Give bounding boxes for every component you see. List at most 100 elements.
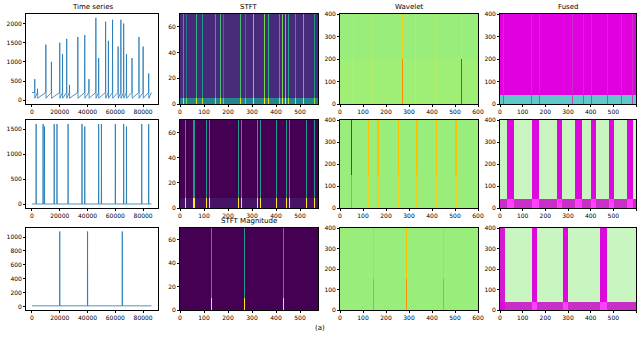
svg-text:100: 100	[484, 286, 496, 293]
svg-text:500: 500	[10, 77, 22, 84]
svg-text:STFT Magnitude: STFT Magnitude	[221, 217, 277, 225]
svg-text:0: 0	[178, 314, 182, 321]
svg-text:60: 60	[168, 236, 176, 243]
svg-text:200: 200	[484, 160, 496, 167]
svg-text:100: 100	[517, 212, 529, 219]
svg-text:100: 100	[517, 108, 529, 115]
svg-text:0: 0	[172, 306, 176, 313]
svg-text:400: 400	[324, 224, 336, 231]
svg-text:1500: 1500	[7, 125, 22, 132]
svg-text:500: 500	[10, 175, 22, 182]
svg-text:400: 400	[270, 314, 282, 321]
svg-text:400: 400	[484, 116, 496, 123]
svg-text:200: 200	[324, 160, 336, 167]
svg-text:400: 400	[484, 224, 496, 231]
svg-text:300: 300	[562, 212, 574, 219]
svg-text:400: 400	[10, 275, 22, 282]
svg-text:200: 200	[540, 108, 552, 115]
svg-text:0: 0	[18, 303, 22, 310]
svg-text:1500: 1500	[7, 39, 22, 46]
svg-text:0: 0	[30, 108, 34, 115]
svg-text:300: 300	[324, 33, 336, 40]
svg-text:40: 40	[168, 154, 176, 161]
svg-text:0: 0	[178, 108, 182, 115]
svg-text:200: 200	[222, 212, 234, 219]
svg-text:300: 300	[562, 108, 574, 115]
svg-text:100: 100	[517, 314, 529, 321]
svg-text:0: 0	[338, 108, 342, 115]
svg-text:300: 300	[484, 245, 496, 252]
svg-text:STFT: STFT	[240, 3, 258, 11]
svg-text:300: 300	[246, 314, 258, 321]
svg-text:0: 0	[338, 212, 342, 219]
svg-text:500: 500	[294, 314, 306, 321]
svg-text:400: 400	[585, 108, 597, 115]
svg-text:60000: 60000	[106, 108, 125, 115]
svg-text:40000: 40000	[78, 314, 97, 321]
svg-text:2000: 2000	[7, 20, 22, 27]
svg-text:400: 400	[324, 10, 336, 17]
svg-text:20000: 20000	[50, 212, 69, 219]
svg-text:500: 500	[608, 314, 620, 321]
svg-text:0: 0	[498, 108, 502, 115]
svg-text:100: 100	[324, 78, 336, 85]
svg-text:200: 200	[540, 314, 552, 321]
svg-text:200: 200	[10, 289, 22, 296]
svg-text:200: 200	[222, 314, 234, 321]
svg-text:300: 300	[484, 138, 496, 145]
svg-text:0: 0	[172, 204, 176, 211]
svg-text:600: 600	[472, 108, 484, 115]
svg-text:500: 500	[608, 108, 620, 115]
svg-text:1000: 1000	[7, 233, 22, 240]
svg-text:0: 0	[18, 96, 22, 103]
svg-text:20000: 20000	[50, 314, 69, 321]
svg-text:500: 500	[449, 108, 461, 115]
svg-text:400: 400	[426, 212, 438, 219]
svg-text:0: 0	[332, 306, 336, 313]
svg-text:400: 400	[270, 212, 282, 219]
svg-text:60: 60	[168, 23, 176, 30]
svg-text:0: 0	[18, 200, 22, 207]
svg-text:400: 400	[585, 314, 597, 321]
svg-text:0: 0	[30, 314, 34, 321]
svg-text:Fused: Fused	[558, 3, 578, 11]
svg-text:40: 40	[168, 259, 176, 266]
svg-text:20: 20	[168, 74, 176, 81]
svg-text:0: 0	[172, 100, 176, 107]
svg-text:200: 200	[324, 265, 336, 272]
svg-text:300: 300	[403, 212, 415, 219]
svg-text:0: 0	[30, 212, 34, 219]
svg-text:600: 600	[472, 314, 484, 321]
svg-text:20: 20	[168, 179, 176, 186]
svg-text:200: 200	[222, 108, 234, 115]
svg-text:100: 100	[357, 212, 369, 219]
svg-text:80000: 80000	[134, 108, 153, 115]
svg-text:100: 100	[324, 182, 336, 189]
svg-text:100: 100	[324, 286, 336, 293]
svg-text:400: 400	[585, 212, 597, 219]
svg-text:100: 100	[484, 78, 496, 85]
svg-text:300: 300	[484, 33, 496, 40]
svg-text:100: 100	[198, 212, 210, 219]
svg-text:400: 400	[484, 10, 496, 17]
svg-text:400: 400	[426, 314, 438, 321]
svg-text:200: 200	[380, 108, 392, 115]
svg-text:40000: 40000	[78, 212, 97, 219]
svg-text:(a): (a)	[315, 324, 325, 332]
svg-text:Time series: Time series	[72, 3, 113, 11]
svg-text:100: 100	[357, 108, 369, 115]
svg-text:200: 200	[324, 55, 336, 62]
svg-text:300: 300	[324, 245, 336, 252]
svg-text:200: 200	[484, 55, 496, 62]
svg-text:0: 0	[492, 204, 496, 211]
svg-text:0: 0	[492, 100, 496, 107]
svg-text:0: 0	[498, 212, 502, 219]
svg-text:100: 100	[198, 108, 210, 115]
svg-text:0: 0	[492, 306, 496, 313]
svg-text:200: 200	[380, 212, 392, 219]
svg-text:Wavelet: Wavelet	[395, 3, 423, 11]
svg-text:300: 300	[403, 108, 415, 115]
svg-text:400: 400	[324, 116, 336, 123]
svg-text:40000: 40000	[78, 108, 97, 115]
svg-text:500: 500	[294, 108, 306, 115]
